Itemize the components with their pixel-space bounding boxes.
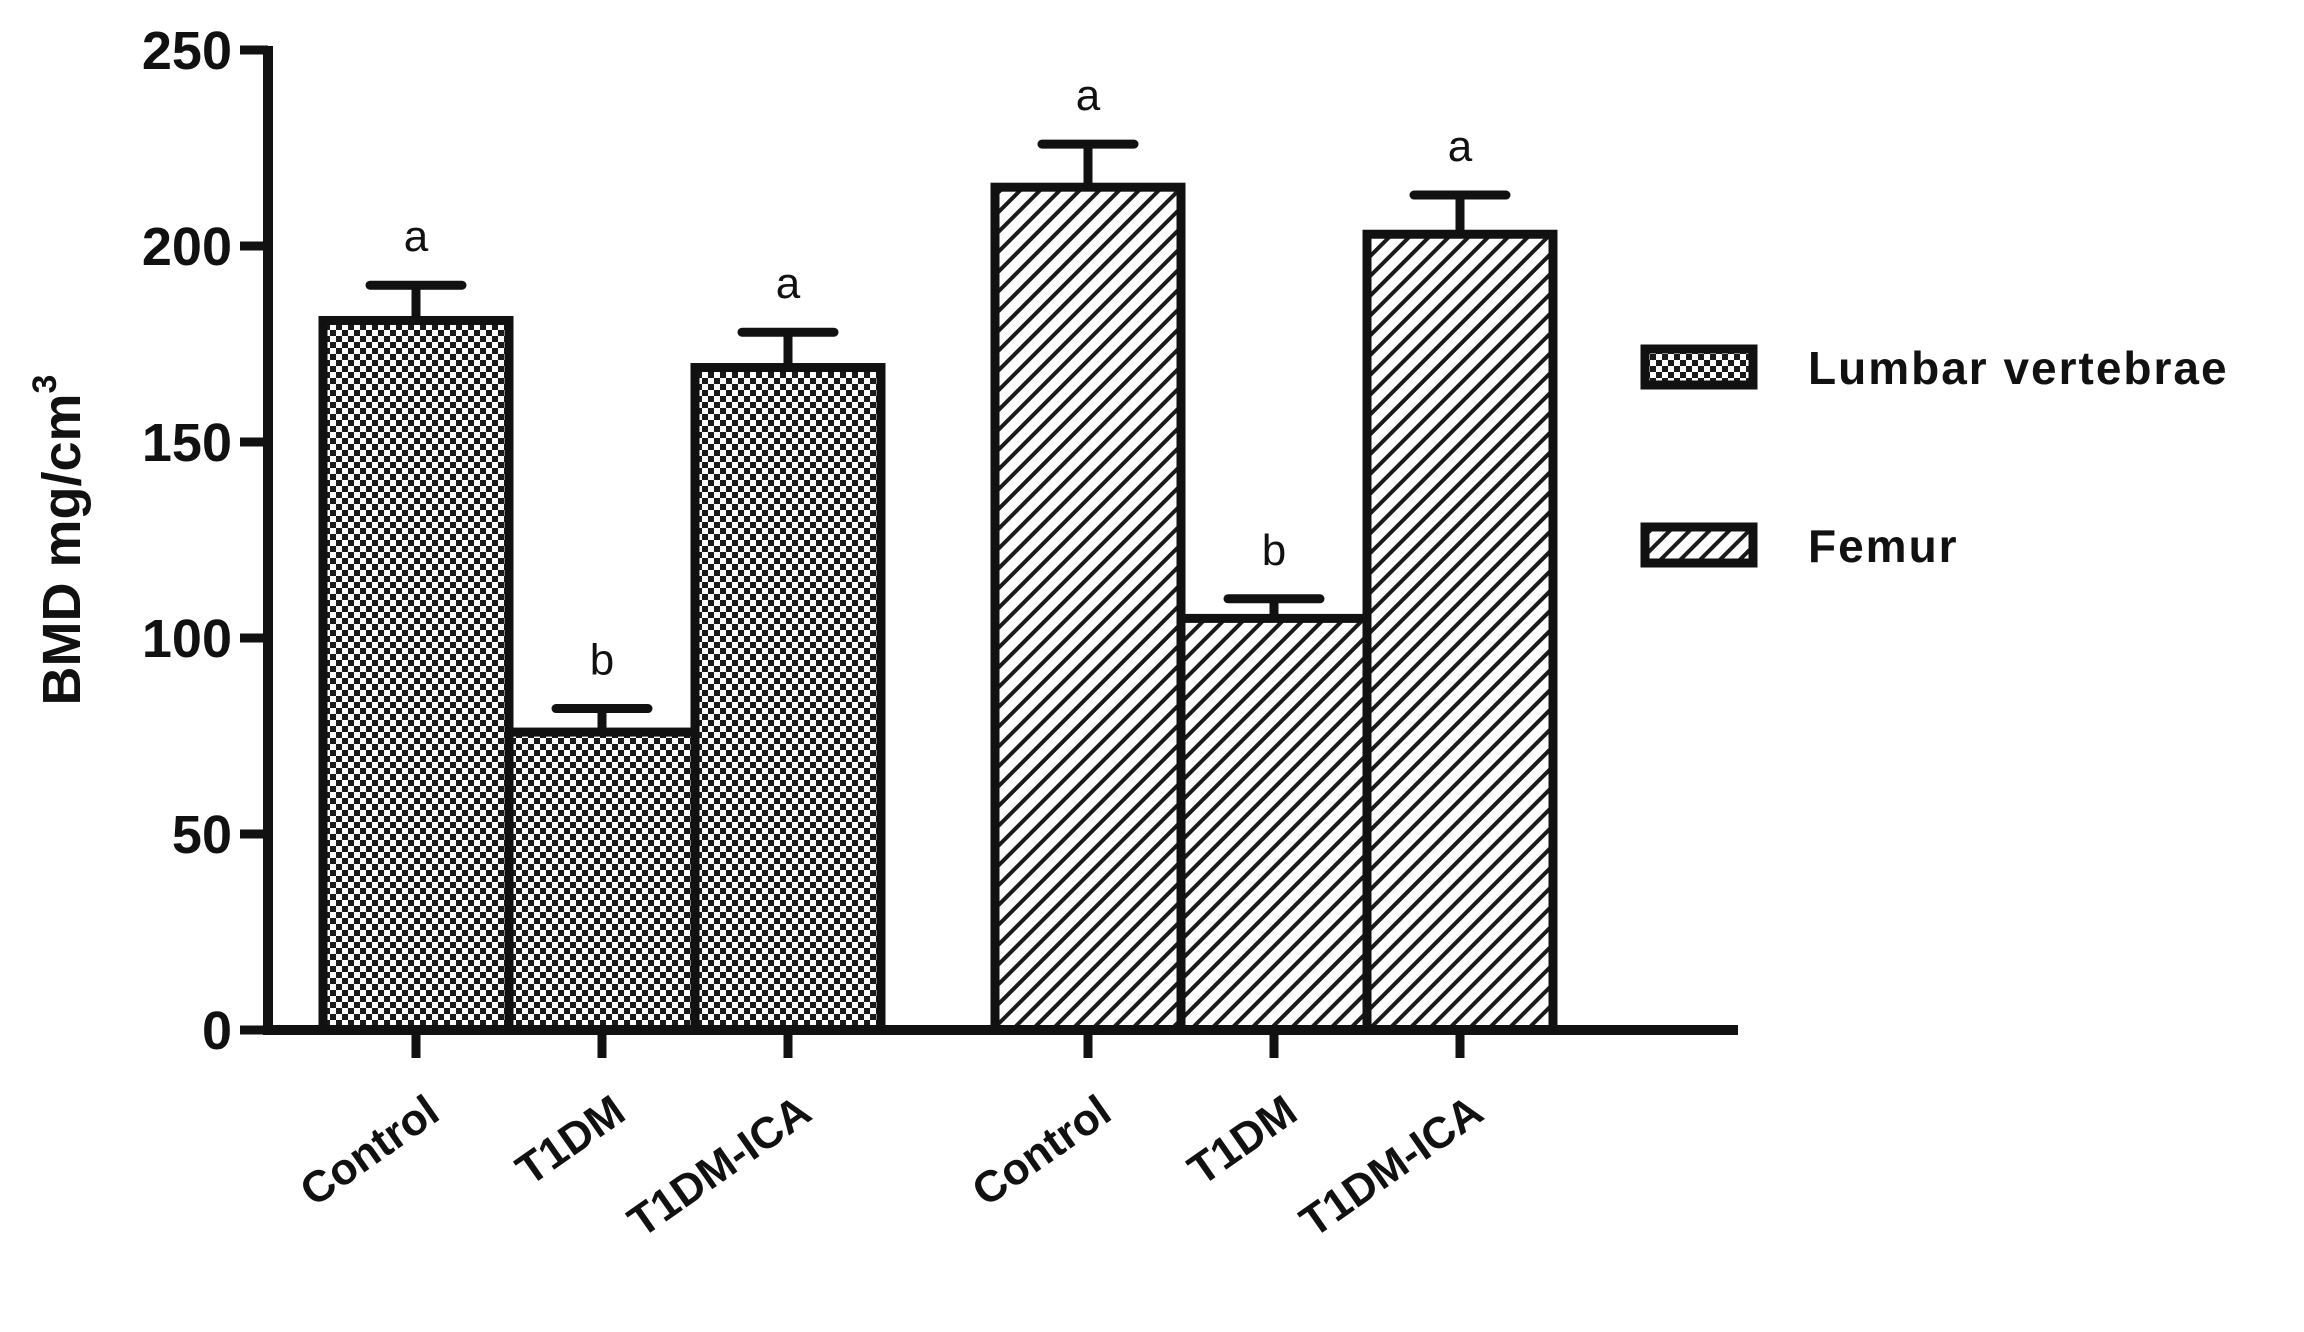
- y-tick-label: 250: [142, 21, 232, 81]
- y-tick-label: 150: [142, 413, 232, 473]
- legend-swatch-lumbar-vertebrae: [1640, 344, 1758, 390]
- bar-femur-t1dm-ica: [1362, 229, 1558, 1035]
- bar-lumbar-vertebrae-t1dm: [504, 727, 700, 1035]
- bar-femur-control: [990, 182, 1186, 1035]
- legend: Lumbar vertebrae Femur: [1640, 342, 2229, 572]
- significance-label: b: [1262, 526, 1286, 575]
- significance-label: a: [1448, 122, 1473, 171]
- bar-femur-t1dm: [1176, 613, 1372, 1035]
- x-category-label: T1DM-ICA: [1291, 1086, 1491, 1247]
- significance-label: a: [1076, 71, 1101, 120]
- x-category-label: Control: [964, 1086, 1120, 1216]
- bar-lumbar-vertebrae-control: [318, 315, 514, 1035]
- significance-label: a: [776, 259, 801, 308]
- x-category-label: T1DM: [508, 1086, 634, 1195]
- y-tick-label: 200: [142, 217, 232, 277]
- y-axis-title-text: BMD mg/cm: [32, 393, 92, 705]
- x-category-label: T1DM-ICA: [619, 1086, 819, 1247]
- y-tick-label: 50: [172, 805, 232, 865]
- significance-label: a: [404, 212, 429, 261]
- x-category-label: T1DM: [1180, 1086, 1306, 1195]
- y-axis-title-superscript: 3: [26, 375, 64, 394]
- significance-label: b: [590, 636, 614, 685]
- legend-label-lumbar-vertebrae: Lumbar vertebrae: [1808, 342, 2229, 394]
- y-axis-title: BMD mg/cm3: [26, 375, 92, 706]
- legend-label-femur: Femur: [1808, 520, 1959, 572]
- y-axis: 0 50 100 150 200 250: [142, 21, 273, 1061]
- y-tick-label: 100: [142, 609, 232, 669]
- bar-lumbar-vertebrae-t1dm-ica: [690, 363, 886, 1035]
- bars-layer: a b a a b a: [318, 71, 1558, 1035]
- legend-swatch-femur: [1640, 522, 1758, 568]
- x-category-label: Control: [292, 1086, 448, 1216]
- y-tick-label: 0: [202, 1001, 232, 1061]
